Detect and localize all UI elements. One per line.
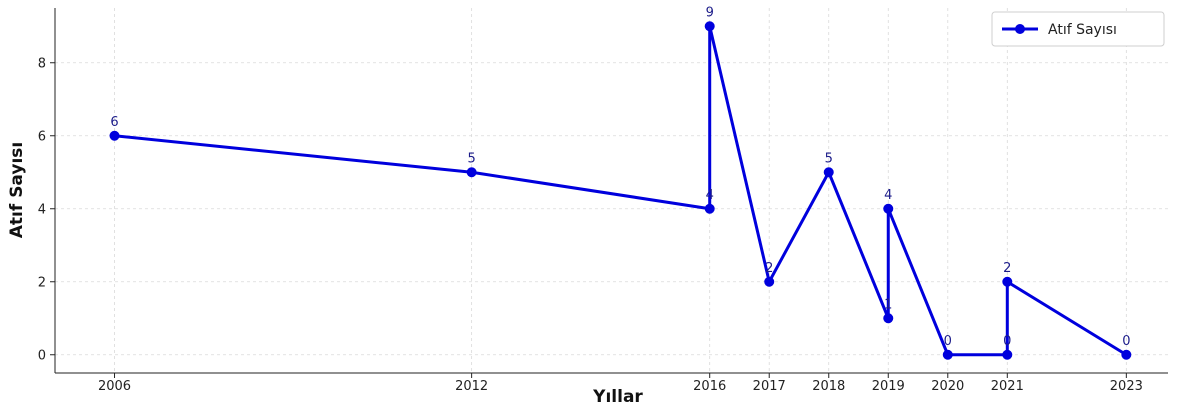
data-label: 2 [765, 261, 773, 276]
legend: Atıf Sayısı [991, 11, 1165, 47]
grid [55, 8, 1168, 373]
data-label: 1 [884, 297, 892, 312]
x-tick-label: 2019 [872, 379, 905, 394]
data-label: 2 [1003, 261, 1011, 276]
data-point [109, 130, 120, 141]
y-axis-title: Atıf Sayısı [7, 142, 27, 238]
data-point [1121, 349, 1132, 360]
data-label: 5 [825, 151, 833, 166]
series-line [113, 24, 1128, 357]
data-label: 4 [884, 188, 892, 203]
data-label: 9 [706, 5, 714, 20]
y-tick-label: 4 [38, 202, 46, 217]
data-label: 0 [1122, 334, 1130, 349]
x-tick-label: 2017 [753, 379, 786, 394]
x-tick-label: 2006 [98, 379, 131, 394]
data-point [764, 276, 775, 287]
legend-box [991, 11, 1165, 47]
data-point [1002, 276, 1013, 287]
axes: 2006 2012 2016 2017 2018 2019 2020 2021 20230246… [38, 8, 1168, 394]
x-tick-label: 2018 [812, 379, 845, 394]
y-tick-label: 6 [38, 129, 46, 144]
y-tick-label: 8 [38, 56, 46, 71]
data-point [883, 313, 894, 324]
data-point [704, 21, 715, 32]
series-layer [109, 21, 1132, 360]
data-label: 0 [944, 334, 952, 349]
x-tick-label: 2016 [693, 379, 726, 394]
data-label: 0 [1003, 334, 1011, 349]
data-labels: 6 5 4 9 2 5 1 4 0 0 2 0 [110, 5, 1130, 349]
x-tick-label: 2020 [931, 379, 964, 394]
data-point [942, 349, 953, 360]
y-tick-label: 0 [38, 348, 46, 363]
x-tick-label: 2023 [1110, 379, 1143, 394]
data-point [466, 167, 477, 178]
data-point [883, 203, 894, 214]
legend-label: Atıf Sayısı [1048, 22, 1117, 38]
data-point [823, 167, 834, 178]
data-point [704, 203, 715, 214]
data-label: 6 [110, 115, 118, 130]
legend-marker [1015, 24, 1025, 34]
data-label: 5 [467, 151, 475, 166]
x-axis-title: Yıllar [592, 387, 643, 407]
y-tick-label: 2 [38, 275, 46, 290]
data-label: 4 [706, 188, 714, 203]
x-tick-label: 2021 [991, 379, 1024, 394]
x-tick-label: 2012 [455, 379, 488, 394]
data-point [1002, 349, 1013, 360]
